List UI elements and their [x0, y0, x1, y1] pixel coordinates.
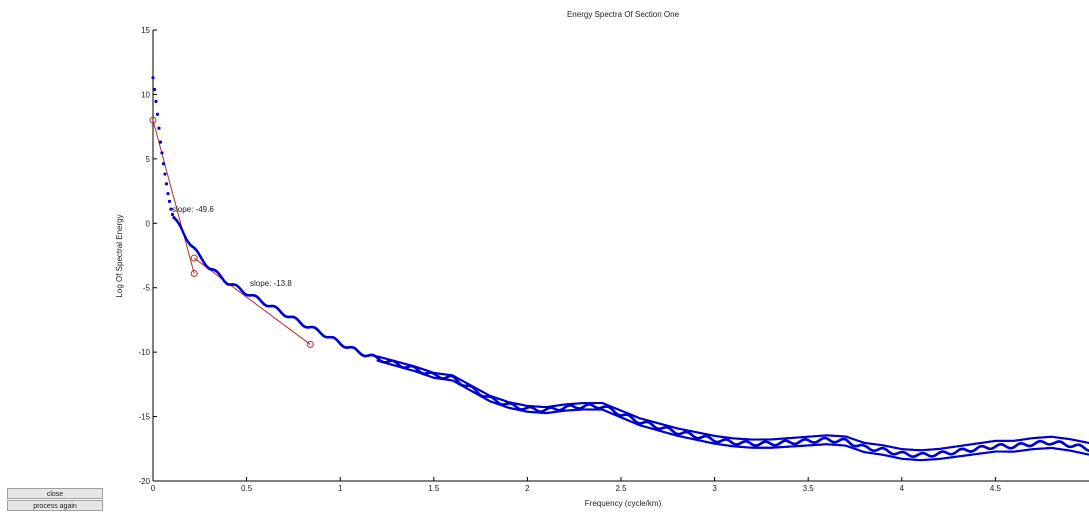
chart-labels: 0 0.5 1 1.5 2 2.5 3 3.5 4 4.5 15 10 5 0 -5 -10 -15 -20 Ene… — [115, 10, 1002, 508]
spectrum-point — [160, 151, 164, 155]
slope-label: slope: -49.6 — [172, 205, 214, 214]
spectrum-point — [169, 207, 173, 211]
x-tick-label: 4.5 — [990, 484, 1002, 493]
spectrum-point — [154, 99, 158, 103]
y-tick-label: 5 — [146, 155, 151, 164]
y-tick-label: -15 — [138, 413, 150, 422]
chart-title: Energy Spectra Of Section One — [567, 10, 680, 19]
y-axis-label: Log Of Spectral Energy — [115, 214, 124, 297]
spectrum-points — [151, 76, 1089, 462]
x-tick-label: 2 — [525, 484, 530, 493]
spectrum-point — [157, 126, 161, 130]
spectrum-point — [151, 76, 155, 80]
spectrum-point — [167, 199, 172, 203]
y-tick-label: -10 — [138, 348, 150, 357]
chart-axes — [152, 29, 1089, 482]
spectrum-point — [163, 172, 167, 176]
fit-endpoint — [306, 340, 314, 348]
process-again-button[interactable]: process again — [7, 500, 103, 511]
slope-fit-lines — [149, 116, 314, 348]
fit-line — [193, 257, 311, 345]
y-tick-label: 15 — [141, 26, 150, 35]
x-tick-label: 0 — [151, 484, 156, 493]
slope-label: slope: -13.8 — [250, 279, 292, 288]
y-tick-label: -5 — [143, 284, 151, 293]
x-axis-label: Frequency (cycle/km) — [585, 499, 662, 508]
spectrum-point — [158, 140, 163, 144]
y-tick-label: 10 — [141, 90, 150, 99]
spectrum-point — [161, 162, 166, 166]
y-tick-label: -20 — [138, 477, 150, 486]
spectrum-point — [155, 112, 160, 116]
x-tick-label: 3.5 — [803, 484, 815, 493]
x-tick-label: 4 — [900, 484, 905, 493]
close-button[interactable]: close — [7, 488, 103, 499]
fit-endpoint — [149, 116, 157, 124]
x-tick-label: 1.5 — [428, 484, 440, 493]
y-tick-label: 0 — [146, 219, 151, 228]
spectrum-point — [164, 182, 169, 186]
x-tick-label: 3 — [712, 484, 717, 493]
x-tick-label: 1 — [338, 484, 343, 493]
spectrum-point — [170, 212, 175, 217]
fit-line — [152, 120, 195, 274]
spectrum-point — [152, 87, 157, 92]
fit-endpoint — [190, 254, 198, 262]
spectrum-point — [166, 192, 170, 196]
x-tick-label: 0.5 — [241, 484, 253, 493]
x-tick-label: 2.5 — [615, 484, 627, 493]
fit-endpoint — [190, 270, 198, 278]
